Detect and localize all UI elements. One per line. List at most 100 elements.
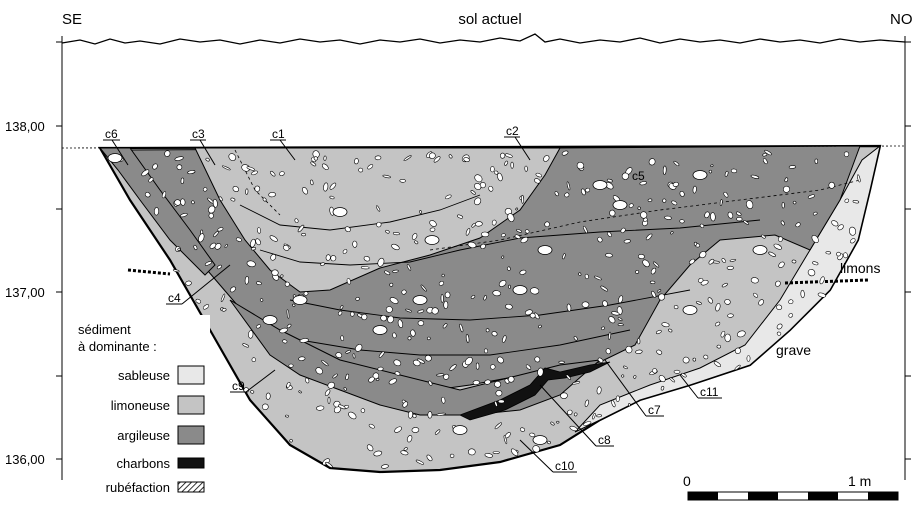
pebble [403,447,408,451]
pebble [474,221,483,227]
pebble [581,301,590,308]
pebble [618,295,624,304]
pebble [366,444,374,452]
scale-bar: 0 1 m [683,473,899,501]
pebble [374,155,382,161]
large-stone [592,180,608,190]
pebble [735,211,742,216]
pebble [492,290,501,297]
pebble [857,174,861,183]
pebble [497,356,504,364]
pebble [780,220,785,226]
large-stone [292,295,308,305]
pebble [407,410,414,419]
pebble [400,450,409,456]
pebble [699,251,707,259]
pebble [286,309,290,319]
pebble [343,387,347,391]
pebble [310,179,314,186]
pebbles [107,150,861,469]
pebble [584,273,589,280]
pebble [611,311,620,316]
orientation-no: NO [890,11,913,28]
pebble [483,295,487,301]
pebble [623,365,628,370]
orientation-se: SE [62,11,82,28]
pebble [354,158,359,165]
pebble [208,212,214,219]
pebble [198,233,205,243]
pebble [668,328,673,333]
pebble [538,324,542,329]
pebble [652,368,658,374]
pebble [530,287,540,295]
pebble [180,198,186,206]
large-stone [332,207,348,217]
pebble [224,244,228,248]
pebble [255,324,262,329]
pebble [148,177,154,183]
pebble [407,336,412,341]
pebble [534,356,541,363]
pebble [392,269,399,273]
pebble [550,421,555,426]
pebble [566,181,571,191]
pebble [445,194,452,200]
pebble [653,261,660,268]
pebble [415,459,425,465]
pebble [651,290,657,298]
pebble [569,425,578,432]
pebble [426,454,433,462]
pebble [592,412,596,420]
pebble [465,333,470,344]
pebble [235,237,242,242]
pebble [645,233,653,241]
pebble [729,259,737,262]
pebble [778,261,785,268]
pebble [265,392,271,400]
pebble [556,420,560,424]
pebble [601,326,605,330]
pebble [596,386,602,395]
pebble [352,240,358,248]
pebble [270,170,276,177]
legend-swatch-4 [177,481,205,493]
pebble [367,164,374,170]
pebble [427,336,431,341]
pebble [730,168,738,174]
pebble [836,251,841,257]
pebble [607,231,612,238]
pebble [411,427,420,433]
pebble [399,178,406,183]
pebble [734,364,741,371]
pebble [403,155,412,161]
legend-label-4: rubéfaction [106,480,170,495]
pebble [202,304,210,310]
pebble [688,258,696,265]
original-surface-line [61,145,906,149]
pebble [329,195,335,200]
pebble [385,229,390,234]
large-stone [512,285,528,295]
pebble [608,331,611,340]
pebble [720,330,726,338]
pebble [440,294,444,303]
legend-swatch-1 [177,395,205,415]
pebble [648,158,656,166]
large-stone [452,425,468,435]
legend-swatch-3 [177,457,205,469]
pebble [232,185,240,193]
legend-title-line1: sédiment [78,322,131,337]
pebble [397,319,404,329]
pebble [491,331,498,337]
large-stone [372,325,388,335]
pebble [221,308,227,312]
pebble [503,435,508,445]
pebble [412,359,421,367]
pebble [507,213,515,223]
pebble [244,276,250,285]
pebble [405,308,412,313]
large-stone [752,245,768,255]
pebble [406,435,413,443]
pebble [220,293,226,303]
